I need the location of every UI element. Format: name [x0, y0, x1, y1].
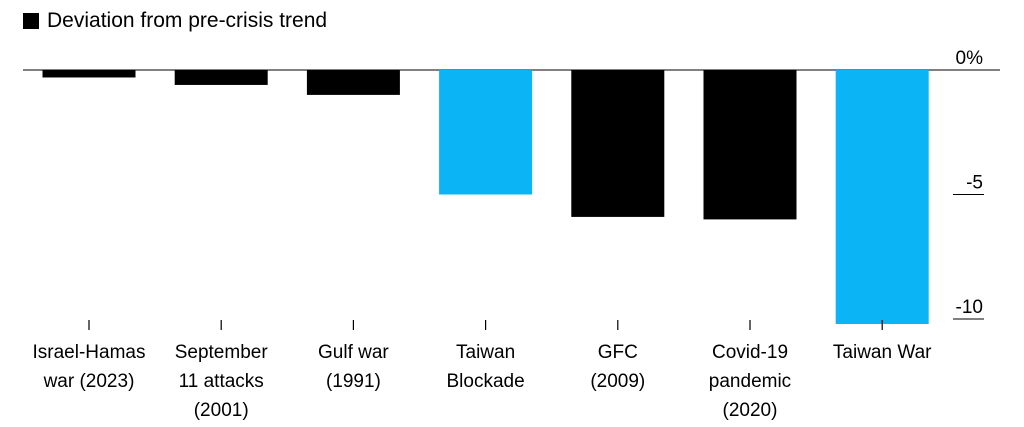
x-tick-label: Taiwan Blockade [447, 342, 525, 392]
legend-label: Deviation from pre-crisis trend [47, 9, 328, 32]
x-tick-label: Israel-Hamas war (2023) [33, 342, 146, 392]
x-tick-label: Gulf war (1991) [318, 342, 389, 392]
bar [306, 70, 400, 95]
y-tick-label: -10 [956, 297, 983, 318]
x-tick-label: GFC (2009) [590, 342, 645, 392]
bar [439, 70, 533, 195]
x-tick-label: Taiwan War [833, 342, 932, 363]
y-axis: 0% -5 -10 [953, 48, 984, 320]
bar [174, 70, 268, 85]
bars [42, 70, 929, 324]
bar [42, 70, 136, 78]
bar [835, 70, 929, 324]
bar [571, 70, 665, 217]
legend-swatch [23, 13, 39, 29]
bar [703, 70, 797, 220]
legend: Deviation from pre-crisis trend [23, 8, 327, 34]
x-tick-label: September 11 attacks (2001) [175, 342, 269, 421]
y-tick-label: 0% [956, 48, 984, 69]
y-tick-label: -5 [966, 173, 983, 194]
x-tick-label: Covid-19 pandemic (2020) [709, 342, 791, 421]
x-axis: Israel-Hamas war (2023) September 11 attack… [33, 320, 932, 421]
